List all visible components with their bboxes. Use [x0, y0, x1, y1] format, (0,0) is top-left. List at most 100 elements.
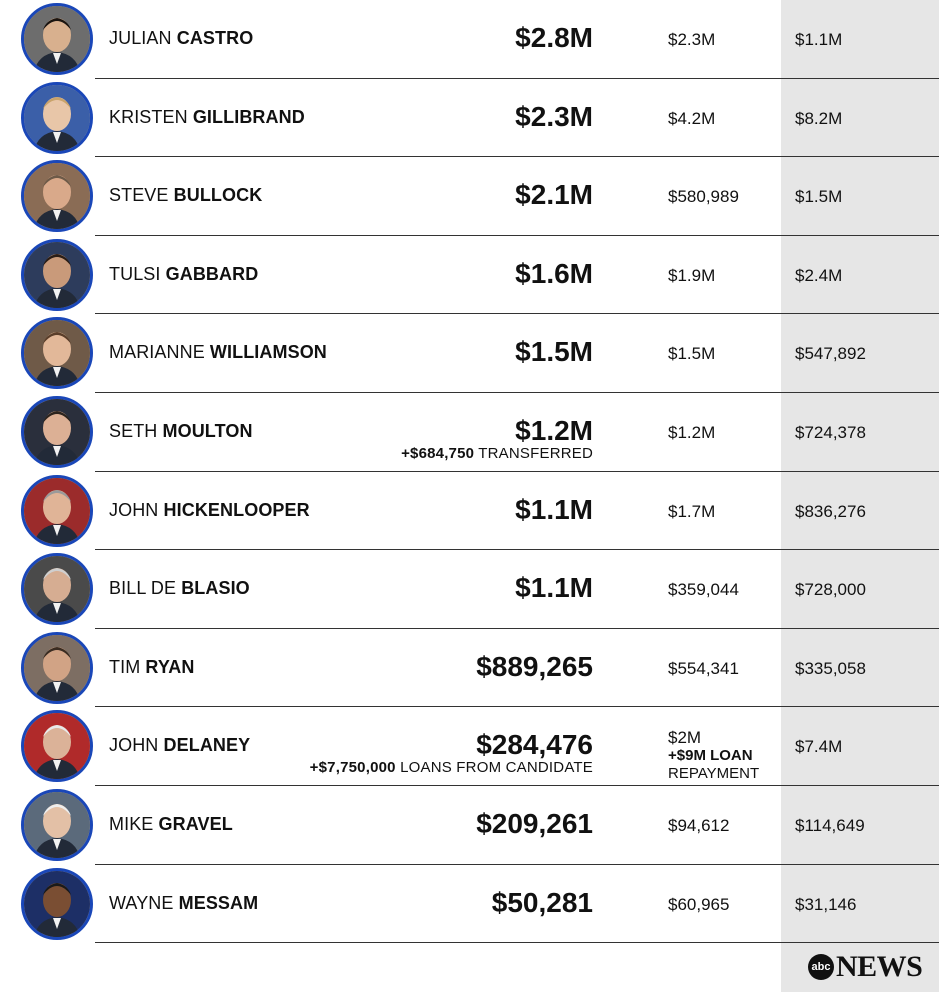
seth-moulton-photo: [21, 396, 93, 468]
portrait-icon: [24, 6, 90, 72]
portrait-icon: [24, 870, 90, 937]
wayne-messam-photo: [21, 867, 93, 940]
amount-note-text: TRANSFERRED: [474, 445, 593, 462]
candidate-first-name: JULIAN: [109, 28, 172, 48]
candidate-first-name: STEVE: [109, 185, 169, 206]
candidate-first-name: KRISTEN: [109, 106, 188, 127]
abc-badge: abc: [808, 954, 834, 980]
candidate-row: TIM RYAN $889,265 $554,341 $335,058: [0, 629, 939, 708]
third-value: $114,649: [795, 816, 865, 835]
third-value: $547,892: [795, 344, 866, 364]
candidate-last-name: CASTRO: [176, 28, 254, 48]
portrait-icon: [24, 320, 90, 387]
candidate-name: MARIANNE WILLIAMSON: [109, 342, 327, 363]
row-divider: [95, 942, 939, 944]
mike-gravel-photo: [21, 789, 93, 861]
candidate-row: WAYNE MESSAM $50,281 $60,965 $31,146: [0, 865, 939, 944]
second-value: $94,612: [668, 816, 730, 835]
candidate-first-name: SETH: [109, 421, 158, 441]
candidate-row: STEVE BULLOCK $2.1M $580,989 $1.5M: [0, 157, 939, 236]
candidate-name: TULSI GABBARD: [109, 264, 258, 285]
third-value: $836,276: [795, 501, 866, 521]
second-value: $2.3M: [668, 30, 716, 49]
candidate-first-name: JOHN: [109, 499, 159, 520]
third-value: $1.1M: [795, 30, 843, 49]
row-divider: [95, 706, 939, 708]
amount-raised: $1.1M: [515, 572, 593, 604]
portrait-icon: [24, 556, 90, 623]
candidate-name: TIM RYAN: [109, 657, 195, 678]
steve-bullock-photo: [21, 160, 93, 233]
portrait-icon: [24, 477, 90, 544]
candidate-row: MARIANNE WILLIAMSON $1.5M $1.5M $547,892: [0, 314, 939, 393]
amount-raised: $50,281: [491, 886, 593, 918]
third-value: $335,058: [795, 658, 866, 678]
row-divider: [95, 313, 939, 315]
tim-ryan-photo: [21, 631, 93, 704]
second-value-stack: $2M +$9M LOAN REPAYMENT: [668, 729, 759, 783]
candidate-row: BILL DE BLASIO $1.1M $359,044 $728,000: [0, 550, 939, 629]
candidate-row: JOHN DELANEY $284,476 +$7,750,000 LOANS FR…: [0, 707, 939, 786]
candidate-last-name: BLASIO: [181, 578, 250, 599]
second-value: $1.2M: [668, 423, 716, 442]
amount-note-bold: +$7,750,000: [309, 759, 396, 777]
abc-news-logo: abc NEWS: [808, 950, 933, 984]
second-value: $1.9M: [668, 265, 716, 285]
row-divider: [95, 863, 939, 865]
portrait-icon: [24, 241, 90, 308]
candidate-name: JULIAN CASTRO: [109, 28, 253, 49]
amount-raised: $1.2M: [515, 415, 593, 446]
candidate-name: JOHN HICKENLOOPER: [109, 500, 310, 521]
second-value: $1.7M: [668, 501, 716, 521]
amount-raised: $2.8M: [515, 22, 593, 53]
john-hickenlooper-photo: [21, 474, 93, 547]
second-value: $4.2M: [668, 108, 716, 128]
amount-raised: $1.5M: [515, 336, 593, 368]
amount-raised: $284,476: [476, 729, 593, 761]
second-value: $2M: [668, 728, 702, 748]
candidate-name: BILL DE BLASIO: [109, 578, 250, 599]
amount-note-text: LOANS FROM CANDIDATE: [395, 759, 593, 777]
row-divider: [95, 784, 939, 786]
bill-de-blasio-photo: [21, 553, 93, 626]
portrait-icon: [24, 634, 90, 701]
amount-raised: $889,265: [476, 650, 593, 682]
second-value: $1.5M: [668, 344, 716, 364]
third-value: $31,146: [795, 894, 857, 914]
candidate-last-name: WILLIAMSON: [209, 342, 327, 363]
portrait-icon: [24, 792, 90, 858]
portrait-icon: [24, 713, 90, 780]
row-divider: [95, 234, 939, 236]
candidate-name: SETH MOULTON: [109, 421, 253, 442]
candidate-name: JOHN DELANEY: [109, 735, 250, 756]
candidate-first-name: TULSI: [109, 263, 161, 284]
candidate-name: WAYNE MESSAM: [109, 893, 258, 914]
candidate-first-name: MARIANNE: [109, 342, 205, 363]
candidate-name: KRISTEN GILLIBRAND: [109, 107, 305, 128]
candidate-last-name: HICKENLOOPER: [163, 499, 310, 520]
third-value: $724,378: [795, 423, 866, 442]
row-divider: [95, 549, 939, 551]
portrait-icon: [24, 399, 90, 465]
candidate-last-name: DELANEY: [163, 735, 251, 756]
julian-castro-photo: [21, 3, 93, 75]
row-divider: [95, 391, 939, 393]
candidate-row: JULIAN CASTRO $2.8M $2.3M $1.1M: [0, 0, 939, 79]
candidate-last-name: BULLOCK: [173, 185, 263, 206]
third-value: $728,000: [795, 580, 866, 600]
third-value: $2.4M: [795, 265, 843, 285]
amount-raised: $2.3M: [515, 100, 593, 132]
candidate-first-name: WAYNE: [109, 892, 174, 913]
row-divider: [95, 77, 939, 79]
portrait-icon: [24, 163, 90, 230]
second-value-note: REPAYMENT: [668, 765, 760, 783]
amount-note: +$684,750 TRANSFERRED: [401, 445, 593, 462]
third-value: $8.2M: [795, 108, 843, 128]
candidate-last-name: RYAN: [145, 656, 195, 677]
candidate-first-name: MIKE: [109, 814, 154, 834]
amount-raised: $1.1M: [515, 493, 593, 525]
candidate-last-name: GILLIBRAND: [192, 106, 305, 127]
second-value: $580,989: [668, 187, 739, 207]
amount-raised: $209,261: [476, 808, 593, 839]
amount-raised: $1.6M: [515, 257, 593, 289]
